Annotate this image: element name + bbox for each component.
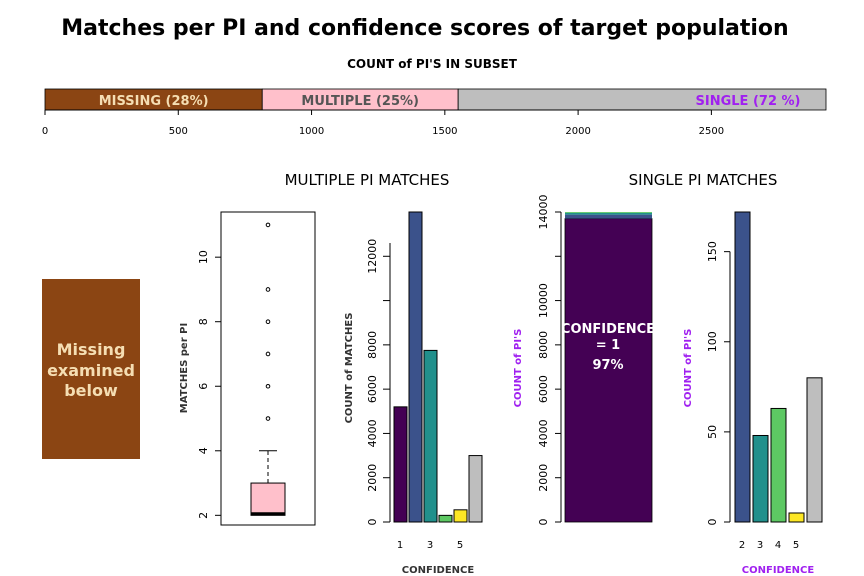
single-tick-label: 150 (706, 241, 719, 262)
multiple-bar (468, 455, 483, 523)
multiple-bar (423, 349, 438, 523)
single-bar (734, 211, 751, 523)
single-stack-tick-label: 8000 (537, 331, 550, 359)
multiple-x-tick-label: 1 (397, 540, 403, 551)
multiple-tick-label: 0 (366, 519, 379, 526)
multiple-confidence-chart: 0 2000 4000 6000 8000 12000 COUNT of MATCHES 1 3… (344, 211, 483, 576)
summary-bar-chart: MISSING (28%) MULTIPLE (25%) SINGLE (72 %)… (42, 88, 827, 137)
multiple-ylabel: COUNT of MATCHES (344, 313, 355, 424)
single-stack-tick-label: 0 (537, 519, 550, 526)
single-stack-tick-label: 14000 (537, 195, 550, 230)
single-stack-tick-label: 6000 (537, 375, 550, 403)
summary-segment-label: MISSING (28%) (99, 94, 209, 109)
single-stack-ylabel: COUNT of PI'S (513, 329, 524, 408)
multiple-bar (408, 211, 423, 523)
single-stacked-chart: 0 2000 4000 6000 8000 10000 14000 COUNT of PI'S… (513, 195, 655, 526)
multiple-xlabel: CONFIDENCE (402, 565, 475, 576)
boxplot-outlier (265, 287, 271, 292)
single-stack-segment (565, 214, 652, 219)
multiple-bar (453, 509, 468, 523)
boxplot-chart: 2 4 6 8 10 MATCHES per PI (179, 211, 316, 526)
summary-tick-label: 1500 (432, 126, 457, 137)
boxplot-box (250, 482, 286, 516)
multiple-tick-label: 12000 (366, 239, 379, 274)
single-ylabel: COUNT of PI'S (683, 329, 694, 408)
boxplot-frame (220, 211, 316, 526)
missing-box-rect (42, 279, 140, 459)
single-bar (770, 407, 787, 523)
single-tick-label: 0 (706, 519, 719, 526)
missing-line-1: Missing (57, 340, 126, 359)
single-tick-label: 50 (706, 425, 719, 439)
boxplot-tick-label: 10 (197, 250, 210, 264)
single-bar (788, 512, 805, 523)
single-stack-tick-label: 4000 (537, 419, 550, 447)
boxplot-tick-label: 8 (197, 318, 210, 325)
boxplot-outlier (265, 222, 271, 228)
multiple-tick-label: 2000 (366, 464, 379, 492)
summary-bar-title: COUNT of PI'S IN SUBSET (347, 57, 518, 71)
boxplot-outlier (265, 319, 271, 325)
single-stack-tick-label: 2000 (537, 464, 550, 492)
single-bar (752, 434, 769, 523)
multiple-bar (393, 406, 408, 523)
multiple-tick-label: 8000 (366, 331, 379, 359)
boxplot-tick-label: 2 (197, 512, 210, 519)
single-stack-segment (565, 212, 652, 215)
multiple-tick-label: 4000 (366, 419, 379, 447)
single-stack-annotation: 97% (592, 358, 623, 373)
single-x-tick-label: 3 (757, 540, 763, 551)
boxplot-outlier (265, 351, 271, 357)
summary-segment-label: SINGLE (72 %) (696, 94, 801, 109)
single-x-tick-label: 5 (793, 540, 799, 551)
multiple-x-tick-label: 3 (427, 540, 433, 551)
page-title: Matches per PI and confidence scores of … (61, 16, 788, 41)
single-bar (806, 377, 823, 523)
single-confidence-chart: 0 50 100 150 COUNT of PI'S 2 3 4 5 CONFIDENCE (683, 211, 823, 576)
summary-tick-label: 0 (42, 126, 48, 137)
single-x-tick-label: 2 (739, 540, 745, 551)
multiple-title: MULTIPLE PI MATCHES (285, 171, 450, 189)
summary-tick-label: 2500 (699, 126, 724, 137)
single-stack-segment (564, 218, 653, 523)
missing-line-2: examined (47, 361, 135, 380)
boxplot-outlier (265, 383, 271, 389)
multiple-x-tick-label: 5 (457, 540, 463, 551)
single-stack-segment (565, 212, 652, 213)
multiple-tick-label: 6000 (366, 375, 379, 403)
multiple-bar (438, 514, 453, 523)
single-stack-tick-label: 10000 (537, 283, 550, 318)
summary-tick-label: 2000 (565, 126, 590, 137)
single-x-tick-label: 4 (775, 540, 781, 551)
boxplot-ylabel: MATCHES per PI (179, 323, 190, 413)
boxplot-tick-label: 6 (197, 383, 210, 390)
missing-line-3: below (64, 381, 118, 400)
boxplot-tick-label: 4 (197, 447, 210, 454)
single-tick-label: 100 (706, 331, 719, 352)
summary-tick-label: 500 (169, 126, 188, 137)
summary-segment-label: MULTIPLE (25%) (301, 94, 419, 109)
summary-tick-label: 1000 (299, 126, 324, 137)
single-title: SINGLE PI MATCHES (629, 171, 778, 189)
missing-box: Missing examined below (42, 279, 140, 459)
boxplot-outlier (265, 416, 271, 421)
single-xlabel: CONFIDENCE (742, 565, 815, 576)
single-stack-annotation: CONFIDENCE (561, 322, 655, 337)
single-stack-annotation: = 1 (596, 338, 620, 353)
